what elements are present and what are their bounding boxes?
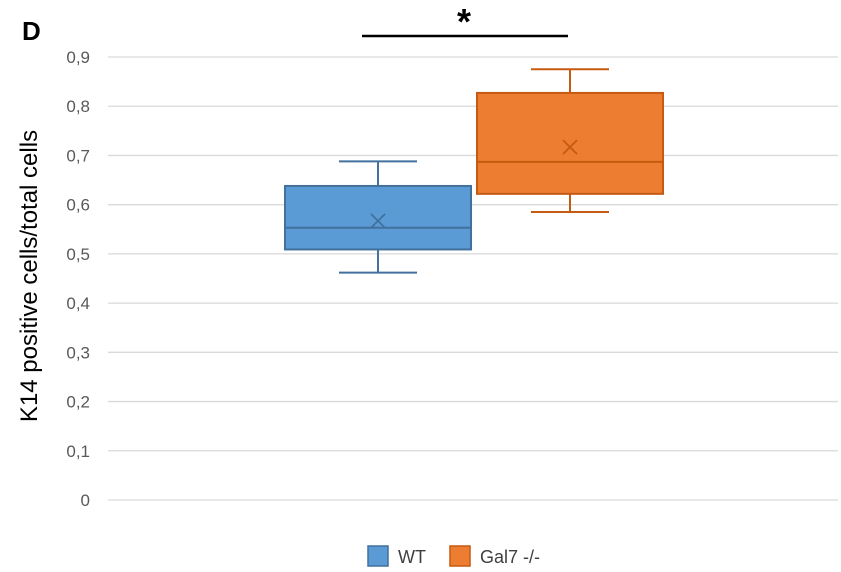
- y-tick-label: 0,6: [66, 196, 90, 215]
- box-wt: [285, 161, 471, 272]
- box-gal7: [477, 69, 663, 212]
- y-tick-label: 0,8: [66, 97, 90, 116]
- legend-item: WT: [368, 546, 426, 567]
- y-tick-labels: 0 0,1 0,2 0,3 0,4 0,5 0,6 0,7 0,8 0,9: [66, 48, 90, 510]
- legend-swatch: [368, 546, 388, 566]
- y-tick-label: 0,1: [66, 442, 90, 461]
- y-tick-label: 0,3: [66, 343, 90, 362]
- y-axis-label: K14 positive cells/total cells: [16, 130, 43, 422]
- legend-label: Gal7 -/-: [480, 547, 540, 567]
- box-iqr: [477, 93, 663, 194]
- box-plots: [285, 69, 663, 272]
- box-iqr: [285, 186, 471, 249]
- legend-item: Gal7 -/-: [450, 546, 540, 567]
- legend-swatch: [450, 546, 470, 566]
- y-tick-label: 0,9: [66, 48, 90, 67]
- y-tick-label: 0,5: [66, 245, 90, 264]
- y-tick-label: 0,2: [66, 393, 90, 412]
- y-tick-label: 0,4: [66, 294, 90, 313]
- panel-label: D: [22, 16, 41, 46]
- y-tick-label: 0,7: [66, 146, 90, 165]
- y-tick-label: 0: [81, 491, 90, 510]
- legend: WT Gal7 -/-: [368, 546, 540, 567]
- gridlines: [108, 57, 838, 500]
- significance-annotation: *: [362, 1, 568, 42]
- significance-label: *: [457, 1, 471, 42]
- legend-label: WT: [398, 547, 426, 567]
